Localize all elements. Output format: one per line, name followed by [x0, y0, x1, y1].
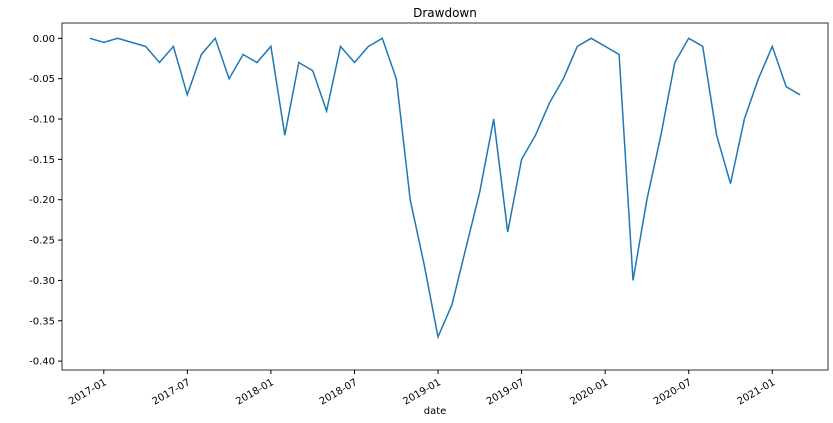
y-tick-label: -0.35	[29, 316, 55, 327]
y-tick-label: -0.15	[29, 155, 55, 166]
x-tick-label: 2017-07	[151, 377, 193, 407]
y-tick-label: 0.00	[33, 34, 55, 45]
x-axis-label: date	[424, 406, 447, 417]
chart-title: Drawdown	[413, 6, 477, 20]
x-tick-label: 2018-07	[318, 377, 360, 407]
x-tick-label: 2019-07	[485, 377, 527, 407]
plot-frame	[61, 22, 829, 371]
y-tick-label: -0.10	[29, 115, 55, 126]
line-series	[89, 36, 801, 340]
x-tick-label: 2020-01	[568, 377, 610, 407]
x-tick-label: 2021-01	[736, 377, 778, 407]
y-tick-label: -0.40	[29, 357, 55, 368]
x-tick-label: 2018-01	[234, 377, 276, 407]
x-tick-label: 2017-01	[67, 377, 109, 407]
y-tick-label: -0.30	[29, 276, 55, 287]
x-tick-label: 2020-07	[652, 377, 694, 407]
y-tick-label: -0.05	[29, 74, 55, 85]
y-tick-label: -0.25	[29, 236, 55, 247]
y-tick-label: -0.20	[29, 195, 55, 206]
x-tick-label: 2019-01	[401, 377, 443, 407]
